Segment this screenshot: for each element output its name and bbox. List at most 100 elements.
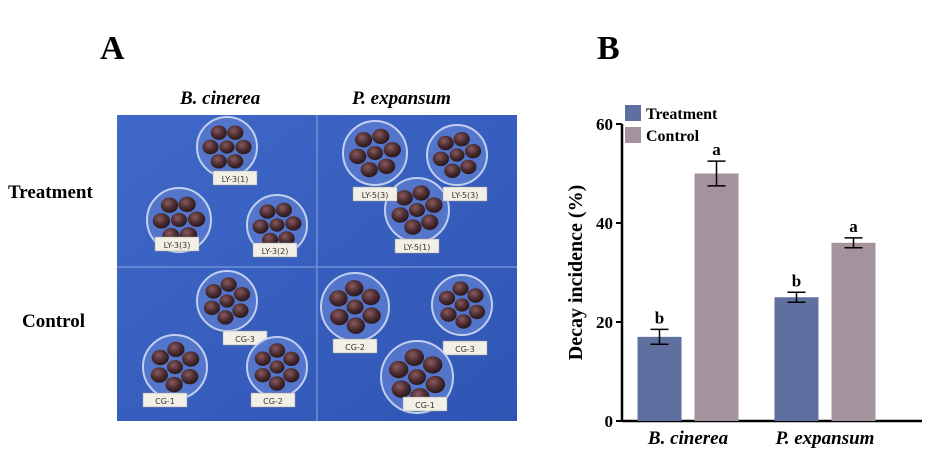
dish-tag-label: LY-5(3)	[362, 191, 389, 200]
petri-dish	[380, 340, 454, 414]
error-bar	[844, 237, 863, 249]
dish-tag-label: LY-5(1)	[404, 243, 431, 252]
fruit	[219, 294, 235, 308]
fruit	[346, 299, 364, 315]
bar-treatment-p-expansum	[774, 297, 819, 421]
dish-tag: CG-3	[442, 340, 488, 356]
dish-tag-label: LY-3(3)	[164, 241, 191, 250]
fruit	[202, 139, 219, 155]
petri-dish	[320, 272, 390, 342]
fruit	[388, 360, 409, 379]
legend-swatch-treatment	[625, 105, 641, 121]
dish-tag: LY-5(3)	[442, 186, 488, 202]
dish-tag: LY-3(3)	[154, 236, 200, 252]
y-tick-label: 60	[596, 115, 613, 134]
fruit	[283, 368, 300, 383]
fruit	[360, 161, 378, 178]
decay-chart: 0 20 40 60 Decay incidence (%) b a B. cinerea b a…	[565, 105, 922, 449]
fruit	[391, 380, 412, 398]
panel-a-letter: A	[100, 30, 125, 67]
fruit	[383, 142, 401, 158]
fruit	[468, 304, 486, 320]
fruit	[283, 351, 300, 367]
petri-dish	[384, 177, 450, 243]
fruit	[227, 125, 244, 140]
dish-tag-label: CG-1	[155, 397, 175, 406]
fruit	[152, 213, 171, 229]
fruit	[460, 159, 477, 175]
petri-dish	[142, 334, 208, 400]
fruit	[464, 143, 482, 159]
dish-tag-label: CG-1	[415, 401, 435, 410]
dish-tag-label: CG-2	[263, 397, 283, 406]
fruit	[346, 317, 365, 334]
legend-swatch-control	[625, 127, 641, 143]
dish-tag: CG-1	[142, 392, 188, 408]
fruit	[455, 314, 472, 329]
dish-tag-label: CG-2	[345, 343, 365, 352]
fruit	[278, 231, 295, 246]
fruit	[219, 140, 235, 154]
dish-tag: CG-2	[332, 338, 378, 354]
fruit	[160, 197, 179, 213]
fruit	[349, 148, 367, 164]
significance-label: a	[849, 217, 858, 236]
fruit	[452, 281, 469, 296]
fruit	[395, 190, 413, 206]
petri-dish	[196, 270, 258, 332]
fruit	[422, 356, 443, 374]
significance-label: b	[792, 271, 801, 290]
fruit	[391, 207, 409, 223]
fruit	[187, 211, 206, 227]
error-bar	[787, 291, 806, 303]
fruit	[220, 277, 237, 292]
fruit	[178, 196, 196, 213]
petri-dish	[196, 116, 258, 178]
fruit	[412, 185, 430, 201]
fruit	[254, 351, 271, 366]
fruit-photo: LY-3(3) LY-3(2) LY-3(1) LY-5(3) LY-5(3) LY-5(…	[117, 115, 517, 421]
col-label-b-cinerea: B. cinerea	[180, 88, 261, 109]
fruit	[210, 154, 227, 169]
fruit	[269, 218, 285, 232]
row-label-treatment: Treatment	[8, 182, 93, 203]
fruit	[252, 219, 269, 234]
petri-dish	[246, 336, 308, 398]
fruit	[254, 367, 271, 383]
fruit	[203, 300, 221, 315]
fruit	[362, 307, 381, 324]
fruit	[285, 216, 302, 231]
fruit	[205, 284, 222, 299]
fruit	[372, 128, 390, 145]
fruit	[232, 303, 249, 318]
fruit	[377, 158, 396, 174]
fruit	[467, 288, 484, 303]
fruit	[449, 148, 465, 162]
bar-control-p-expansum	[831, 242, 876, 421]
fruit	[367, 145, 383, 161]
fruit	[432, 151, 450, 167]
fruit	[440, 307, 457, 322]
fruit	[437, 135, 454, 151]
fruit	[150, 367, 168, 383]
fruit	[269, 360, 285, 374]
dish-tag: LY-5(1)	[394, 238, 440, 254]
fruit	[165, 376, 183, 393]
dish-tag: CG-2	[250, 392, 296, 408]
petri-dish	[431, 274, 493, 336]
significance-label: b	[655, 308, 664, 327]
fruit	[151, 349, 169, 366]
legend-label-treatment: Treatment	[646, 106, 718, 123]
fruit	[361, 288, 380, 306]
fruit	[268, 376, 286, 391]
x-tick-label: B. cinerea	[647, 428, 729, 449]
bar-control-b-cinerea	[694, 173, 739, 421]
x-tick-label: P. expansum	[775, 428, 875, 449]
dish-tag-label: CG-3	[455, 345, 475, 354]
legend-label-control: Control	[646, 128, 700, 145]
dish-tag-label: CG-3	[235, 335, 255, 344]
y-axis-label: Decay incidence (%)	[565, 185, 587, 361]
fruit	[453, 131, 470, 147]
fruit	[233, 287, 251, 302]
fruit	[404, 348, 425, 367]
